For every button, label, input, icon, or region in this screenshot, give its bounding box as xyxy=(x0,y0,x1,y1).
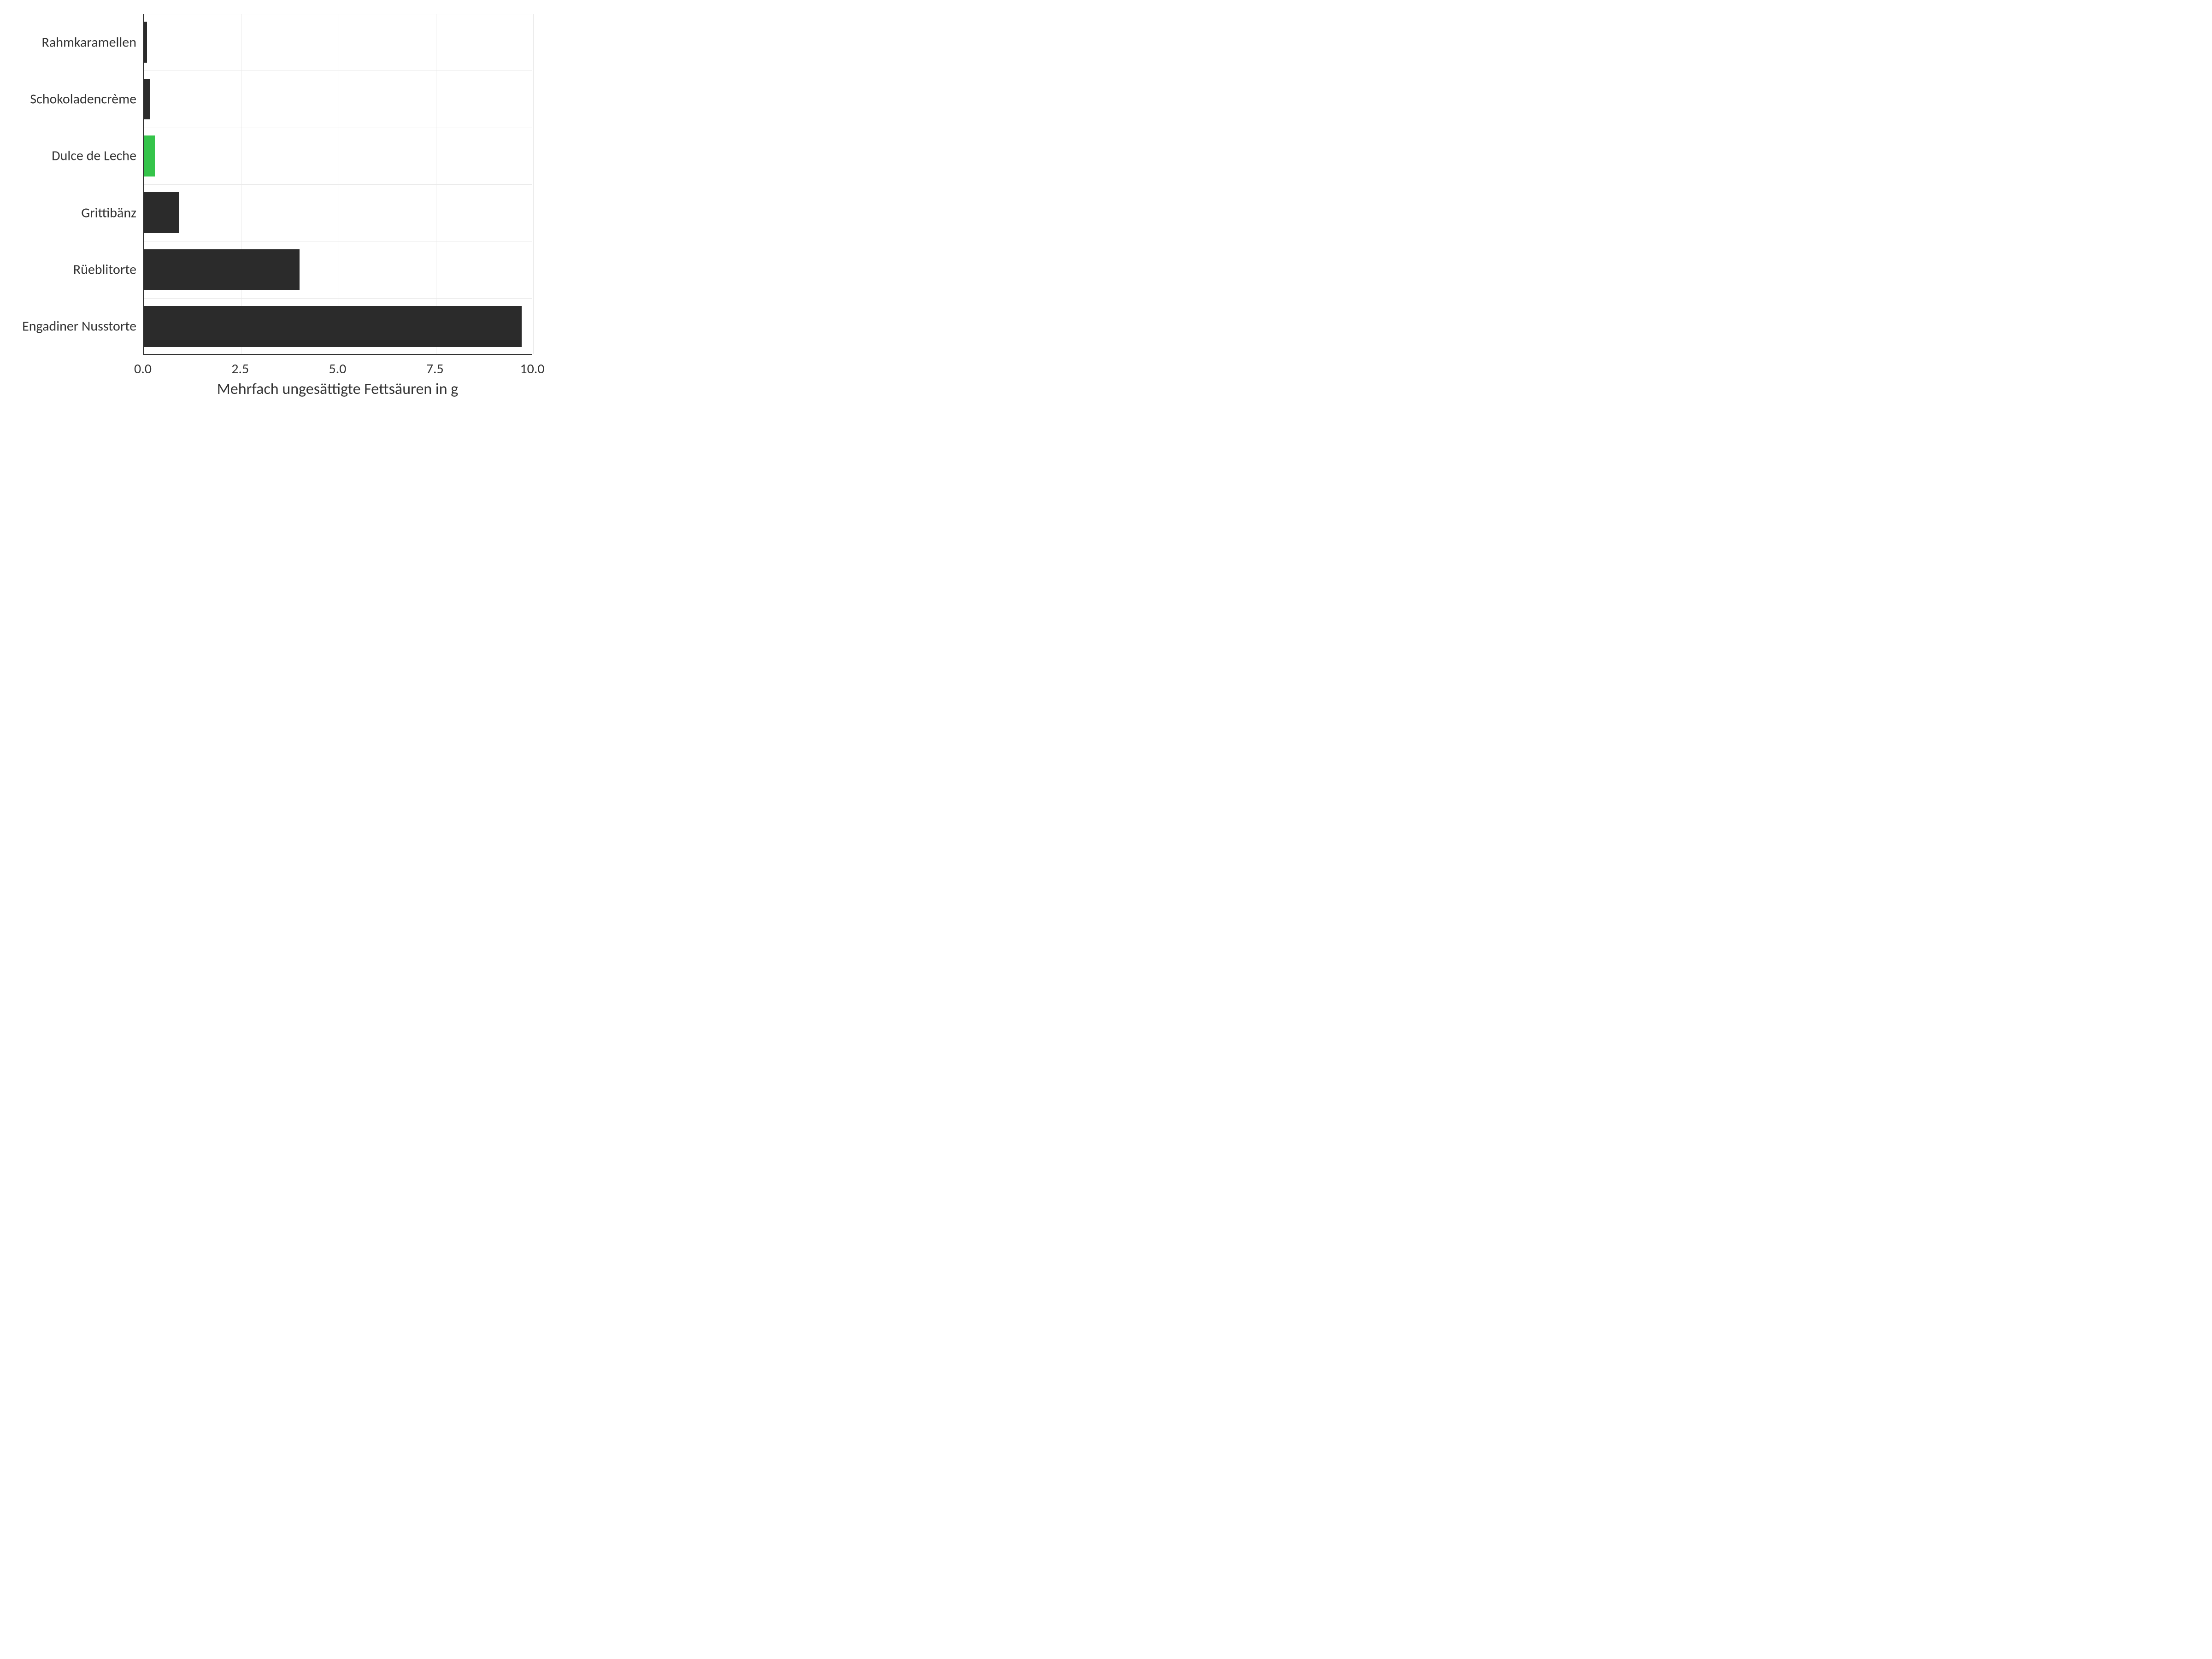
y-axis-category-label: Rüeblitorte xyxy=(73,261,136,278)
chart-container: Engadiner Nusstorte Rüeblitorte Grittibänz… xyxy=(0,0,553,415)
x-axis-tick-label: 5.0 xyxy=(329,360,347,377)
y-axis-category-label: Schokoladencrème xyxy=(30,91,136,108)
gridline-horizontal xyxy=(144,184,532,185)
gridline-horizontal xyxy=(144,298,532,299)
bar xyxy=(144,22,147,63)
bar xyxy=(144,192,179,233)
x-axis-tick-label: 10.0 xyxy=(520,360,544,377)
x-axis-title: Mehrfach ungesättigte Fettsäuren in g xyxy=(143,380,532,399)
x-axis-tick-label: 0.0 xyxy=(134,360,152,377)
plot-area xyxy=(143,14,532,355)
bar xyxy=(144,135,155,176)
bar xyxy=(144,79,150,120)
y-axis-category-label: Dulce de Leche xyxy=(52,147,136,165)
bar xyxy=(144,306,522,347)
y-axis-category-label: Engadiner Nusstorte xyxy=(22,318,136,335)
x-axis-tick-label: 7.5 xyxy=(426,360,444,377)
y-axis-category-label: Grittibänz xyxy=(81,204,136,221)
bar xyxy=(144,249,300,290)
y-axis-category-label: Rahmkaramellen xyxy=(42,34,136,51)
gridline-vertical xyxy=(533,14,534,354)
x-axis-tick-label: 2.5 xyxy=(231,360,249,377)
